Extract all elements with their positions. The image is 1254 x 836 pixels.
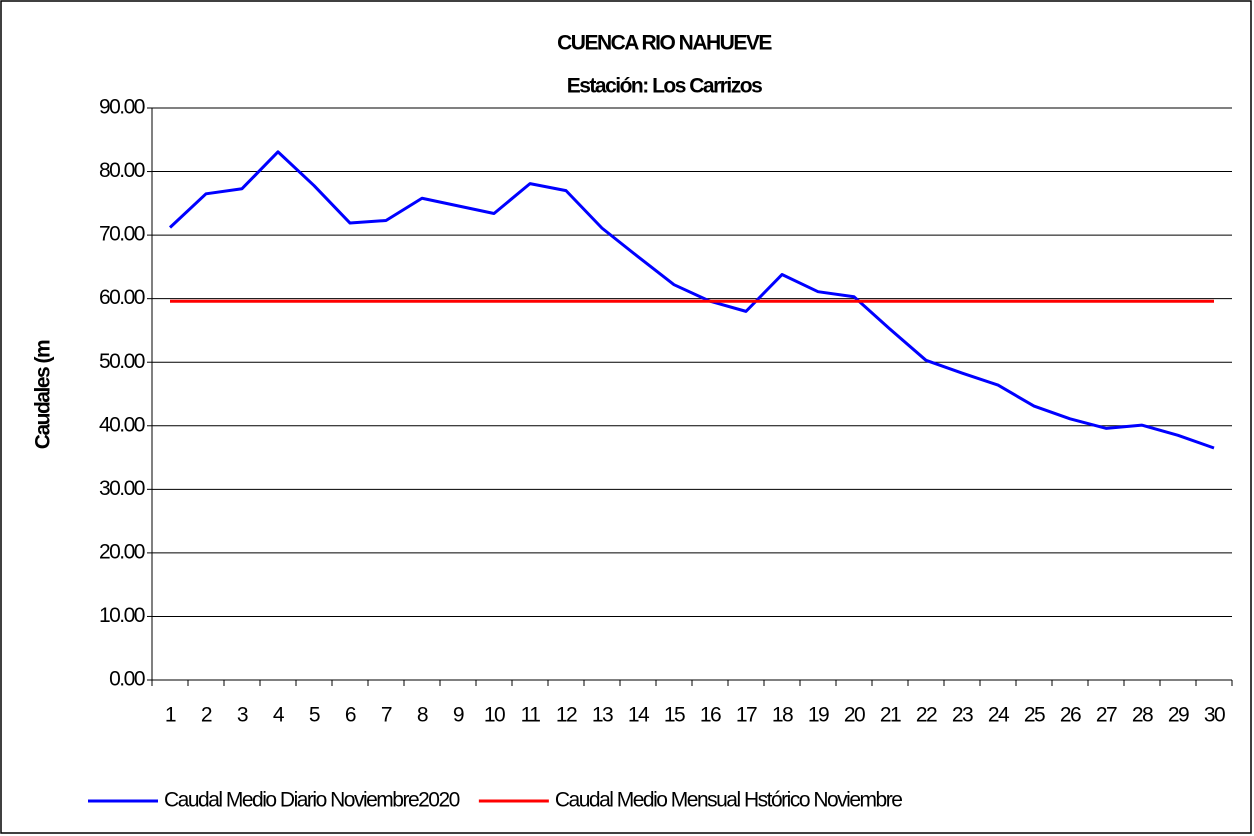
y-tick-label: 80.00 (99, 159, 145, 182)
x-tick-label: 16 (700, 704, 721, 727)
y-axis-label: Caudales (m (32, 340, 55, 449)
x-tick-label: 17 (736, 704, 757, 727)
x-tick-label: 26 (1060, 704, 1081, 727)
y-tick-label: 50.00 (99, 350, 145, 373)
x-tick-label: 20 (844, 704, 865, 727)
y-tick-label: 60.00 (99, 286, 145, 309)
y-tick-label: 70.00 (99, 223, 145, 246)
x-tick-label: 23 (952, 704, 973, 727)
x-tick-label: 21 (880, 704, 901, 727)
y-tick-label: 10.00 (99, 604, 145, 627)
x-tick-label: 18 (772, 704, 793, 727)
x-tick-label: 14 (628, 704, 650, 727)
y-tick-label: 0.00 (109, 668, 145, 691)
x-tick-label: 30 (1204, 704, 1225, 727)
x-tick-label: 10 (484, 704, 505, 727)
x-tick-label: 22 (916, 704, 937, 727)
x-tick-label: 3 (237, 704, 248, 727)
series-line (168, 150, 1215, 450)
x-tick-label: 12 (556, 704, 577, 727)
x-tick-label: 24 (988, 704, 1010, 727)
y-tick-label: 90.00 (99, 96, 145, 119)
x-tick-label: 2 (201, 704, 212, 727)
x-tick-label: 4 (273, 704, 285, 727)
y-tick-label: 40.00 (99, 413, 145, 436)
x-tick-label: 25 (1024, 704, 1045, 727)
x-tick-label: 28 (1132, 704, 1153, 727)
x-tick-label: 9 (453, 704, 464, 727)
x-tick-label: 13 (592, 704, 613, 727)
y-tick-label: 30.00 (99, 477, 145, 500)
x-tick-label: 29 (1168, 704, 1189, 727)
x-tick-label: 8 (417, 704, 428, 727)
x-tick-label: 27 (1096, 704, 1117, 727)
x-tick-label: 19 (808, 704, 829, 727)
chart-subtitle: Estación: Los Carrizos (567, 75, 762, 98)
legend-label: Caudal Medio Diario Noviembre2020 (164, 789, 460, 812)
x-tick-label: 5 (309, 704, 320, 727)
x-tick-label: 6 (345, 704, 356, 727)
chart-title: CUENCA RIO NAHUEVE (557, 32, 772, 55)
x-tick-label: 11 (521, 704, 541, 727)
legend-label: Caudal Medio Mensual Hstórico Noviembre (555, 789, 902, 812)
x-tick-label: 15 (664, 704, 685, 727)
y-tick-label: 20.00 (99, 540, 145, 563)
x-tick-label: 1 (165, 704, 176, 727)
x-tick-label: 7 (381, 704, 392, 727)
